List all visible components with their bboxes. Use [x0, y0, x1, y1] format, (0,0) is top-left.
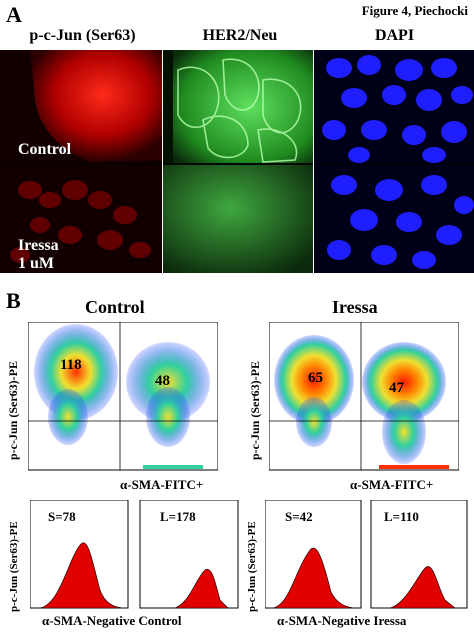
hist-iressa-xlabel: α-SMA-Negative Iressa — [277, 613, 407, 628]
dotplot-iressa-ylabel: p-c-Jun (Ser63)-PE — [248, 361, 262, 460]
micrograph-green-column — [163, 50, 313, 273]
column-label-pcjun: p-c-Jun (Ser63) — [29, 27, 136, 44]
dotplot-iressa-value-left: 65 — [308, 370, 323, 386]
hist-control-xlabel: α-SMA-Negative Control — [42, 613, 182, 628]
hist-iressa-right-stat: L=110 — [384, 509, 419, 524]
row-label-iressa: Iressa — [18, 237, 59, 254]
row-label-dose: 1 uM — [18, 255, 54, 272]
dotplot-title-control: Control — [85, 297, 145, 317]
dotplot-iressa-value-right: 47 — [389, 380, 404, 396]
row-label-control: Control — [18, 141, 72, 158]
column-label-her2: HER2/Neu — [202, 27, 278, 44]
dotplot-control-value-left: 118 — [60, 357, 82, 373]
micrograph-blue-column — [314, 50, 474, 273]
hist-iressa-ylabel: p-c-Jun (Ser63)-PE — [246, 521, 258, 612]
dotplot-iressa — [269, 322, 459, 471]
dotplot-control-ylabel: p-c-Jun (Ser63)-PE — [6, 361, 20, 460]
column-label-dapi: DAPI — [374, 27, 415, 44]
hist-iressa-left-stat: S=42 — [285, 509, 313, 524]
dotplot-control-xlabel: α-SMA-FITC+ — [120, 477, 204, 492]
histograms-control — [30, 500, 239, 609]
micrograph-red-column — [0, 50, 162, 273]
panel-a-letter: A — [6, 2, 22, 27]
hist-control-left-stat: S=78 — [48, 509, 76, 524]
dotplot-title-iressa: Iressa — [332, 297, 378, 317]
hist-control-ylabel: p-c-Jun (Ser63)-PE — [8, 521, 20, 612]
hist-control-right-stat: L=178 — [160, 509, 196, 524]
panel-b-letter: B — [6, 288, 21, 313]
histograms-iressa — [265, 500, 468, 609]
dotplot-control — [28, 322, 218, 471]
dotplot-control-value-right: 48 — [155, 373, 170, 389]
figure-title: Figure 4, Piechocki — [361, 3, 468, 18]
dotplot-iressa-xlabel: α-SMA-FITC+ — [350, 477, 434, 492]
